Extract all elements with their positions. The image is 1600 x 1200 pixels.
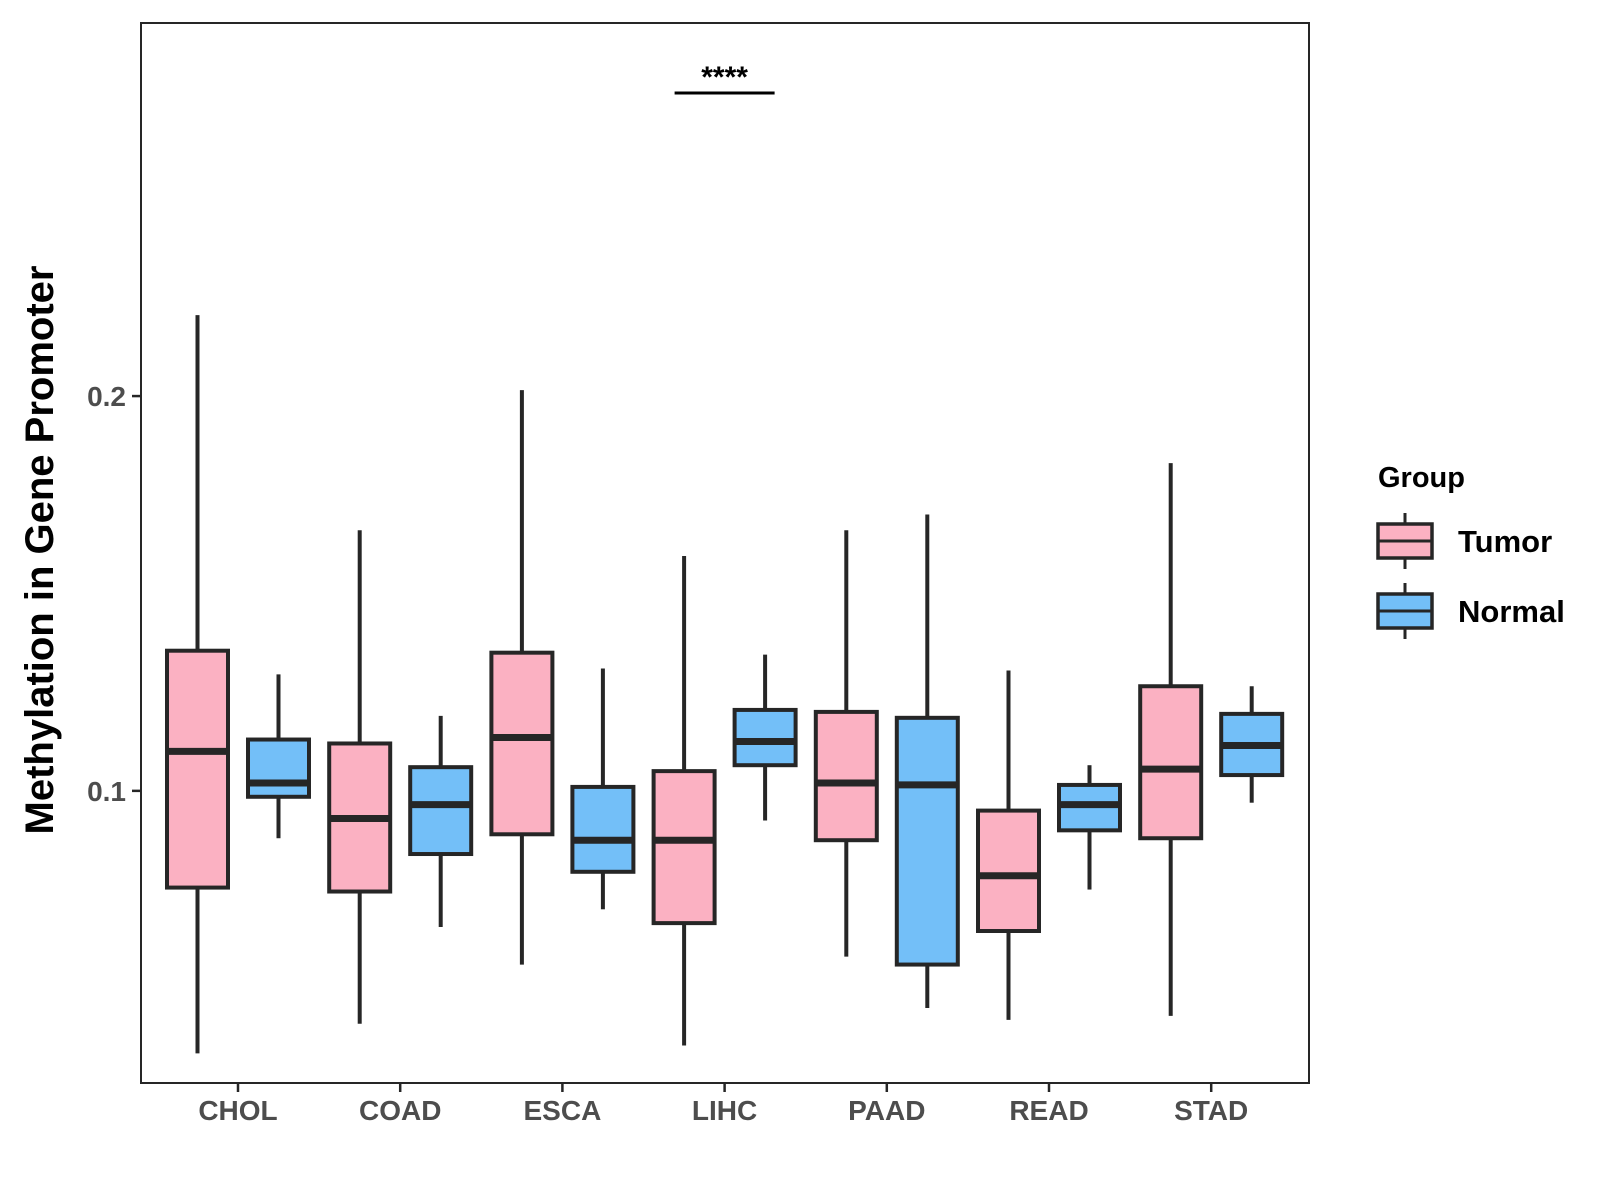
x-tick-label: LIHC — [692, 1095, 757, 1126]
box-tumor-chol — [165, 315, 230, 1054]
box-tumor-lihc — [651, 555, 717, 1046]
legend-item-label: Normal — [1458, 594, 1565, 629]
box-tumor-coad — [327, 530, 393, 1024]
box-body — [1138, 684, 1204, 841]
x-tick-label: COAD — [359, 1095, 441, 1126]
box-body — [976, 808, 1041, 934]
y-tick-label: 0.1 — [87, 776, 126, 807]
box-body — [246, 737, 311, 799]
x-tick-label: PAAD — [848, 1095, 925, 1126]
box-body — [408, 765, 474, 857]
significance-label: **** — [701, 61, 748, 94]
box-body — [813, 709, 879, 843]
box-tumor-paad — [813, 530, 879, 957]
x-tick-label: ESCA — [524, 1095, 602, 1126]
box-tumor-stad — [1138, 463, 1204, 1016]
axes: 0.1 0.2 CHOL COAD ESCA LIHC PAAD READ STAD — [87, 22, 1310, 1126]
box-body — [570, 784, 636, 874]
box-body — [489, 650, 555, 837]
box-normal-lihc — [732, 654, 798, 821]
legend: Group Tumor Normal — [1376, 462, 1565, 639]
box-normal-esca — [570, 668, 636, 910]
legend-item-tumor: Tumor — [1376, 513, 1552, 569]
box-body — [165, 648, 230, 890]
legend-item-label: Tumor — [1458, 524, 1552, 559]
legend-item-normal: Normal — [1376, 583, 1565, 639]
x-tick-label: CHOL — [198, 1095, 277, 1126]
box-normal-chol — [246, 674, 311, 839]
box-tumor-esca — [489, 390, 555, 965]
plot-area: **** — [165, 61, 1285, 1054]
box-tumor-read — [976, 670, 1041, 1020]
y-tick-label: 0.2 — [87, 381, 126, 412]
x-tick-label: READ — [1009, 1095, 1088, 1126]
y-axis-label: Methylation in Gene Promoter — [18, 266, 62, 835]
box-body — [651, 769, 717, 926]
box-normal-stad — [1219, 686, 1285, 803]
box-body — [894, 715, 960, 967]
x-tick-label: STAD — [1174, 1095, 1248, 1126]
box-normal-paad — [894, 514, 960, 1008]
box-normal-read — [1057, 765, 1122, 890]
legend-title: Group — [1378, 462, 1465, 494]
box-normal-coad — [408, 715, 474, 928]
box-body — [732, 707, 798, 768]
